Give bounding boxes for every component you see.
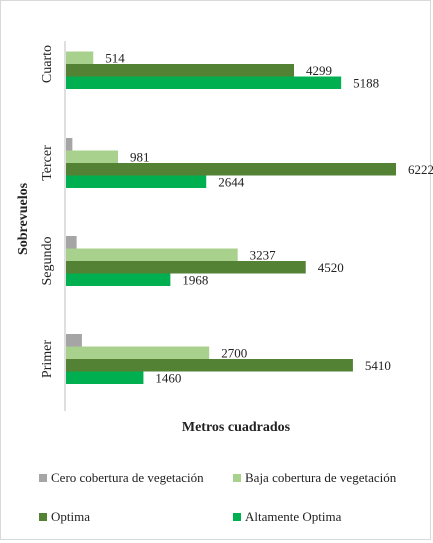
- value-label-cuarto-series-1: 514: [105, 50, 125, 65]
- value-label-primer-series-3: 1460: [155, 370, 181, 385]
- bars-layer: [66, 51, 396, 384]
- bar-cuarto-series-3: [66, 76, 342, 89]
- legend: Cero cobertura de vegetación Baja cobertu…: [39, 470, 397, 524]
- bar-cuarto-series-2: [66, 64, 295, 77]
- value-label-segundo-series-3: 1968: [182, 272, 208, 287]
- bar-segundo-series-3: [66, 273, 171, 286]
- bar-tercer-series-0: [66, 138, 73, 151]
- legend-swatch-1: [233, 474, 241, 482]
- legend-swatch-0: [39, 474, 47, 482]
- value-label-tercer-series-3: 2644: [218, 174, 245, 189]
- category-label-segundo: Segundo: [40, 237, 55, 286]
- legend-label-0: Cero cobertura de vegetación: [51, 470, 204, 485]
- legend-swatch-3: [233, 513, 241, 521]
- bar-primer-series-2: [66, 359, 353, 372]
- bar-tercer-series-3: [66, 175, 207, 188]
- value-label-primer-series-1: 2700: [221, 345, 247, 360]
- category-label-primer: Primer: [40, 340, 55, 378]
- bar-tercer-series-2: [66, 163, 396, 176]
- bar-segundo-series-2: [66, 261, 306, 274]
- legend-label-2: Optima: [51, 509, 90, 524]
- value-label-tercer-series-1: 981: [130, 149, 150, 164]
- category-label-cuarto: Cuarto: [40, 45, 55, 83]
- legend-label-3: Altamente Optima: [245, 509, 342, 524]
- bar-segundo-series-0: [66, 236, 77, 249]
- bar-primer-series-0: [66, 334, 82, 347]
- value-labels-layer: 2700 5410 1460 3237 4520 1968 981 6222 2644 514 42…: [105, 50, 433, 385]
- legend-label-1: Baja cobertura de vegetación: [245, 470, 397, 485]
- value-label-tercer-series-2: 6222: [408, 162, 433, 177]
- y-axis-title: Sobrevuelos: [16, 182, 31, 255]
- value-label-primer-series-2: 5410: [365, 358, 391, 373]
- bar-tercer-series-1: [66, 150, 119, 163]
- bar-segundo-series-1: [66, 248, 238, 261]
- category-labels-layer: Primer Segundo Tercer Cuarto: [40, 45, 55, 378]
- bar-cuarto-series-1: [66, 51, 94, 64]
- category-label-tercer: Tercer: [40, 145, 55, 181]
- value-label-cuarto-series-3: 5188: [353, 75, 379, 90]
- legend-swatch-2: [39, 513, 47, 521]
- value-label-cuarto-series-2: 4299: [306, 63, 332, 78]
- bar-primer-series-3: [66, 371, 144, 384]
- bar-primer-series-1: [66, 346, 210, 359]
- value-label-segundo-series-2: 4520: [318, 260, 344, 275]
- value-label-segundo-series-1: 3237: [250, 247, 277, 262]
- x-axis-title: Metros cuadrados: [182, 420, 291, 435]
